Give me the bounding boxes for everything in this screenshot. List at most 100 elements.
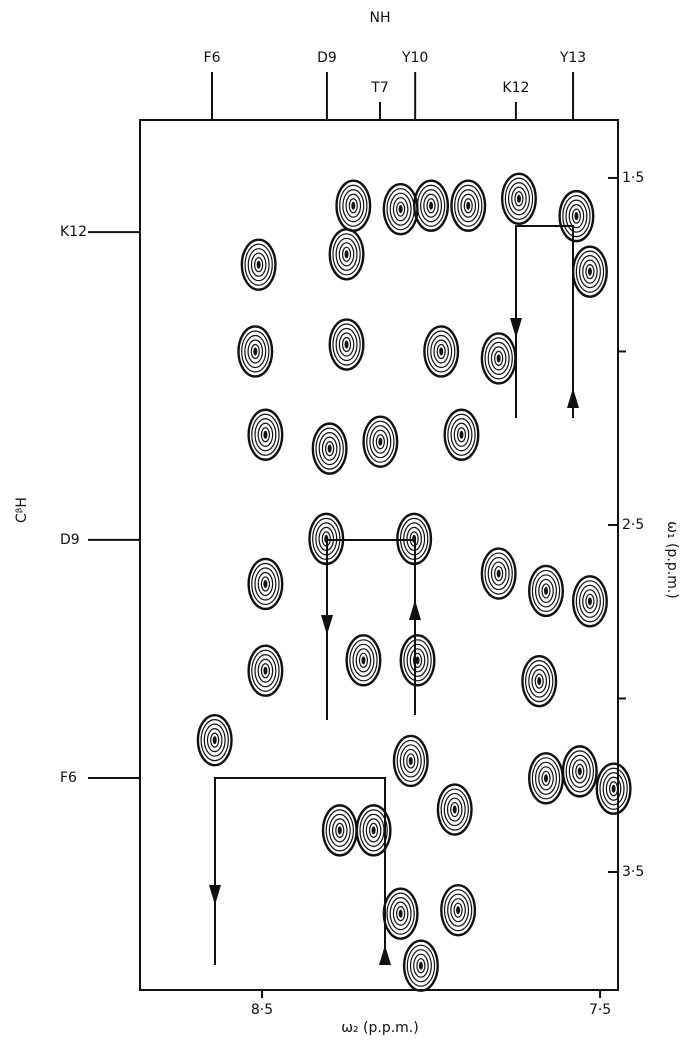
contour-level	[490, 561, 507, 586]
contour-level	[257, 658, 274, 683]
peak-center	[253, 347, 258, 356]
contour-level	[413, 179, 450, 232]
contour-level	[609, 781, 619, 797]
peak-center	[543, 774, 548, 783]
contour-level	[585, 593, 595, 609]
contour-level	[332, 233, 361, 276]
contour-level	[321, 531, 331, 547]
contour-level	[538, 578, 554, 604]
cross-peak	[595, 762, 632, 815]
contour-level	[386, 892, 415, 935]
contour-level	[260, 427, 271, 443]
contour-level	[511, 186, 527, 211]
cross-peak	[311, 422, 348, 475]
y-tick-label: 1·5	[622, 170, 644, 186]
contour-level	[558, 189, 595, 243]
residue-label: K12	[60, 224, 87, 240]
peak-center	[452, 805, 457, 814]
cross-peak	[521, 654, 558, 708]
contour-level	[392, 734, 429, 788]
contour-level	[210, 732, 220, 748]
contour-level	[251, 649, 280, 692]
contour-level	[423, 193, 439, 218]
contour-level	[247, 339, 264, 364]
contour-level	[257, 571, 274, 597]
contour-level	[399, 634, 436, 687]
peak-center	[577, 767, 582, 776]
contour-level	[325, 809, 354, 852]
cross-peak	[436, 783, 473, 836]
contour-level	[433, 339, 450, 364]
contour-level	[507, 182, 530, 216]
contour-level	[355, 648, 372, 673]
peak-center	[439, 347, 444, 356]
contour-level	[568, 754, 591, 788]
contour-level	[480, 547, 517, 600]
contour-level	[403, 639, 432, 682]
contour-level	[206, 728, 223, 753]
contour-level	[538, 766, 554, 791]
contour-level	[565, 199, 588, 233]
contour-level	[578, 255, 601, 289]
peak-center	[263, 430, 268, 439]
contour-level	[568, 204, 585, 229]
peak-center	[263, 579, 268, 588]
contour-level	[450, 801, 460, 818]
cross-peak	[571, 245, 608, 298]
contour-level	[247, 644, 284, 697]
cross-peak	[527, 752, 564, 805]
cross-peak	[345, 634, 382, 687]
top-axis-title: NH	[370, 10, 391, 26]
contour-level	[335, 327, 358, 362]
contour-level	[443, 889, 473, 932]
residue-label: Y10	[401, 50, 428, 66]
contour-level	[541, 770, 551, 786]
contour-level	[260, 576, 271, 592]
contour-level	[196, 713, 233, 767]
peak-center	[324, 534, 329, 543]
peak-center	[398, 205, 403, 214]
contour-level	[315, 427, 344, 470]
cross-peak	[413, 179, 450, 232]
contour-level	[440, 883, 477, 937]
contour-level	[450, 418, 473, 452]
cross-peak	[396, 512, 433, 566]
contour-level	[443, 408, 480, 461]
contour-level	[484, 337, 513, 380]
contour-level	[534, 673, 544, 689]
contour-level	[341, 246, 352, 262]
contour-level	[456, 427, 467, 443]
x-tick-label: 7·5	[589, 1002, 611, 1018]
cross-peak	[382, 182, 419, 236]
contour-level	[450, 179, 487, 232]
contour-level	[247, 557, 284, 611]
contour-level	[247, 248, 270, 282]
contour-level	[312, 517, 341, 560]
contour-level	[338, 332, 355, 357]
cross-peak	[392, 734, 429, 788]
contour-level	[403, 522, 426, 556]
cross-peak	[480, 547, 517, 600]
cross-peak	[571, 575, 608, 628]
cross-peak	[402, 939, 439, 992]
contour-level	[260, 663, 271, 679]
contour-level	[352, 643, 375, 677]
residue-label: F6	[204, 50, 221, 66]
contour-level	[338, 242, 355, 267]
contour-level	[257, 422, 274, 447]
y-axis-title: ω₁ (p.p.m.)	[664, 521, 680, 598]
contour-level	[396, 906, 406, 922]
peak-center	[408, 756, 413, 765]
contour-level	[389, 897, 412, 931]
contour-level	[402, 939, 439, 992]
contour-level	[541, 583, 551, 599]
peak-center	[466, 201, 471, 210]
residue-label: F6	[60, 770, 77, 786]
y-tick-label: 2·5	[622, 517, 644, 533]
contour-level	[460, 193, 477, 218]
contour-level	[396, 512, 433, 566]
contour-level	[318, 432, 341, 466]
peak-center	[398, 909, 403, 918]
peak-center	[412, 534, 417, 543]
